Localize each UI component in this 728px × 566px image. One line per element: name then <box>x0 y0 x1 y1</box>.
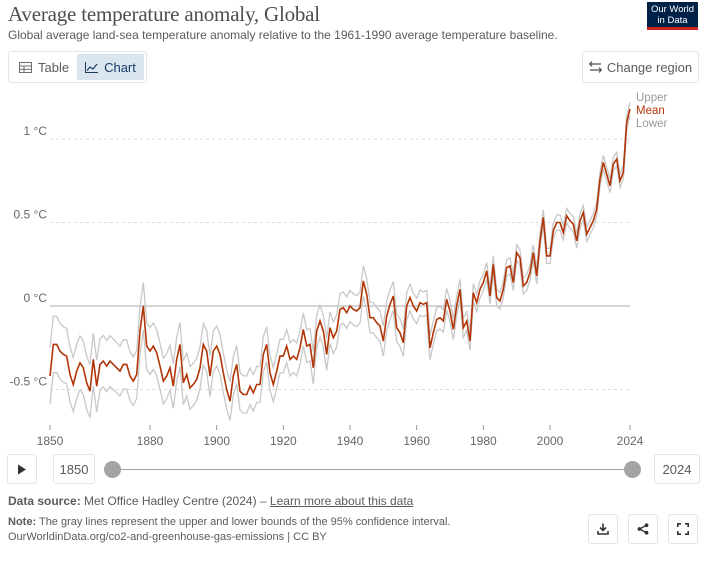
share-button[interactable] <box>628 514 658 544</box>
fullscreen-button[interactable] <box>668 514 698 544</box>
x-tick-label-1: 1880 <box>137 434 164 448</box>
x-axis: 1850 1880 1900 1920 1940 1960 1980 2000 2024 <box>37 425 644 448</box>
owid-logo[interactable]: Our World in Data <box>647 2 698 30</box>
series-line-lower <box>49 115 631 421</box>
timeline-start-year[interactable]: 1850 <box>53 454 95 484</box>
series-layer <box>49 102 631 421</box>
x-tick-label-6: 1980 <box>470 434 497 448</box>
fullscreen-icon <box>677 523 689 535</box>
line-chart-icon <box>85 61 99 73</box>
note-label: Note: <box>8 516 37 528</box>
series-line-mean <box>49 108 631 402</box>
y-tick-label-2: 0 °C <box>24 291 48 305</box>
x-tick-label-5: 1960 <box>403 434 430 448</box>
chart-title: Average temperature anomaly, Global <box>8 2 320 26</box>
x-tick-label-4: 1940 <box>337 434 364 448</box>
end-label-mean: Mean <box>636 105 665 117</box>
view-tabs: Table Chart <box>8 51 147 83</box>
x-tick-label-7: 2000 <box>537 434 564 448</box>
x-tick-label-0: 1850 <box>37 434 64 448</box>
timeline-start-handle[interactable] <box>104 461 121 478</box>
data-source-text: Met Office Hadley Centre (2024) – <box>84 494 267 508</box>
play-icon <box>18 464 26 474</box>
note-line: Note: The gray lines represent the upper… <box>8 516 451 528</box>
table-icon <box>19 61 32 73</box>
play-button[interactable] <box>7 454 37 484</box>
note-text: The gray lines represent the upper and l… <box>38 516 451 528</box>
logo-line-1: Our World <box>650 4 695 15</box>
timeline-track[interactable] <box>112 469 632 470</box>
y-tick-label-3: -0.5 °C <box>10 375 48 389</box>
change-region-button[interactable]: Change region <box>582 51 699 83</box>
grid-layer: 1 °C 0.5 °C 0 °C -0.5 °C <box>10 124 630 390</box>
y-tick-label-0: 1 °C <box>24 124 48 138</box>
x-tick-label-8: 2024 <box>617 434 644 448</box>
temperature-chart: 1 °C 0.5 °C 0 °C -0.5 °C 1850 1880 1900 1920 19… <box>10 92 668 448</box>
download-icon <box>597 523 609 535</box>
timeline-end-handle[interactable] <box>624 461 641 478</box>
tab-chart-label: Chart <box>104 59 136 75</box>
source-url[interactable]: OurWorldinData.org/co2-and-greenhouse-ga… <box>8 531 327 543</box>
download-button[interactable] <box>588 514 618 544</box>
chart-subtitle: Global average land-sea temperature anom… <box>8 28 558 42</box>
share-icon <box>637 523 649 535</box>
x-tick-label-2: 1900 <box>203 434 230 448</box>
tab-table-label: Table <box>38 59 70 75</box>
end-label-upper: Upper <box>636 92 667 104</box>
timeline-end-year[interactable]: 2024 <box>654 454 700 484</box>
tab-chart[interactable]: Chart <box>77 54 144 80</box>
y-tick-label-1: 0.5 °C <box>14 208 48 222</box>
x-tick-label-3: 1920 <box>270 434 297 448</box>
logo-line-2: in Data <box>657 14 688 26</box>
swap-arrows-icon <box>588 61 602 73</box>
end-label-lower: Lower <box>636 118 667 130</box>
timeline-controls: 1850 2024 <box>0 454 728 486</box>
tab-table[interactable]: Table <box>11 54 77 80</box>
change-region-label: Change region <box>606 59 693 75</box>
series-line-upper <box>49 102 631 382</box>
learn-more-link[interactable]: Learn more about this data <box>269 494 414 508</box>
data-source-label: Data source: <box>8 494 81 508</box>
data-source-line: Data source: Met Office Hadley Centre (2… <box>8 494 413 508</box>
